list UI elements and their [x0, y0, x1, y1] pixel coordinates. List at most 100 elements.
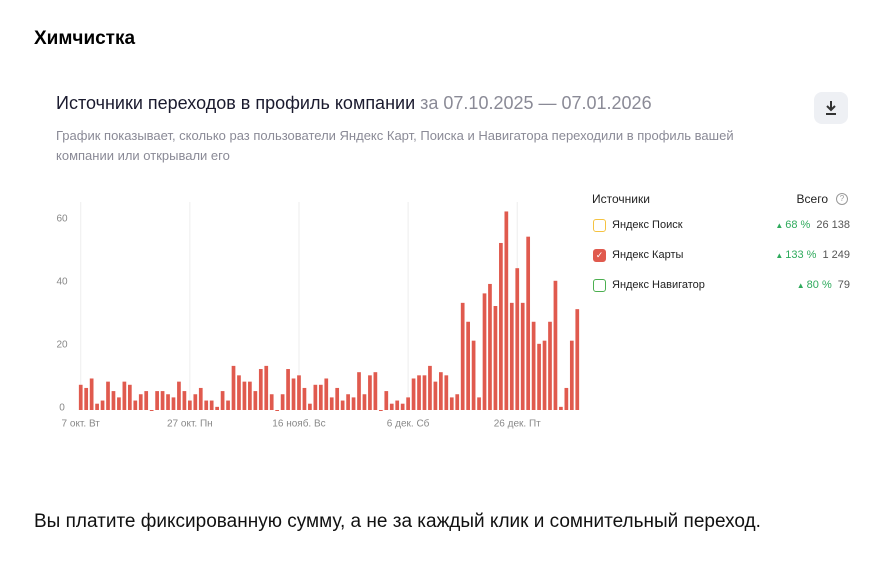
bar	[499, 242, 503, 410]
bar	[564, 387, 569, 410]
legend-row[interactable]: Яндекс Поиск ▲ 68 % 26 138	[592, 210, 852, 240]
bar	[449, 397, 454, 410]
bar	[384, 391, 389, 410]
bar	[264, 365, 269, 410]
y-tick-label: 60	[56, 214, 68, 225]
bar	[329, 397, 334, 410]
x-tick-label: 27 окт. Пн	[167, 419, 213, 430]
legend-total: 79	[837, 279, 850, 291]
bar	[378, 410, 383, 411]
up-arrow: ▲	[775, 251, 784, 260]
bar	[188, 400, 192, 410]
x-tick-label: 7 окт. Вт	[62, 419, 101, 430]
bar	[460, 302, 465, 410]
bar	[537, 343, 541, 410]
legend-name: Яндекс Навигатор	[612, 279, 705, 291]
legend-values: ▲ 133 % 1 249	[775, 240, 850, 271]
bar	[313, 384, 318, 410]
bar	[204, 400, 209, 410]
legend-change: 133 %	[785, 249, 817, 261]
bar	[133, 400, 138, 410]
legend-row[interactable]: Яндекс Навигатор ▲ 80 % 79	[592, 270, 852, 300]
download-icon	[826, 101, 836, 115]
legend-change: 80 %	[806, 279, 832, 291]
heading: Химчистка	[34, 28, 136, 49]
bar	[291, 378, 296, 410]
bar	[351, 397, 356, 410]
bar	[286, 369, 290, 410]
bar	[138, 394, 143, 410]
help-icon[interactable]: ?	[836, 193, 848, 205]
bar	[160, 391, 165, 410]
bar	[193, 394, 198, 410]
bar	[89, 378, 94, 410]
bar	[111, 391, 116, 410]
legend: Источники Всего ? Яндекс Поиск ▲ 68 % 26 13…	[592, 192, 852, 300]
legend-values: ▲ 80 % 79	[797, 270, 850, 301]
bar	[515, 268, 520, 410]
legend-checkbox[interactable]	[593, 219, 606, 232]
bar	[466, 321, 470, 410]
legend-total: 1 249	[822, 249, 850, 261]
bar	[209, 400, 214, 410]
legend-header: Источники Всего ?	[592, 192, 852, 210]
bar	[542, 340, 547, 410]
download-button[interactable]	[814, 92, 848, 124]
bar	[406, 397, 410, 410]
bar	[553, 280, 558, 410]
bar	[526, 236, 531, 410]
bar	[166, 394, 170, 410]
bar	[488, 283, 492, 410]
x-tick-label: 6 дек. Сб	[387, 418, 430, 430]
bar	[493, 306, 498, 410]
bar	[471, 340, 476, 410]
bar	[520, 302, 525, 410]
bar	[531, 321, 536, 410]
bar	[127, 384, 132, 410]
legend-row[interactable]: ✓ Яндекс Карты ▲ 133 % 1 249	[592, 240, 852, 270]
bar	[509, 302, 514, 410]
bar	[242, 381, 247, 410]
up-arrow: ▲	[775, 221, 784, 230]
legend-change: 68 %	[785, 219, 811, 231]
bar	[269, 394, 274, 410]
bar	[444, 375, 449, 410]
paragraph: Вы платите фиксированную сумму, а не за …	[34, 511, 761, 532]
legend-values: ▲ 68 % 26 138	[775, 210, 850, 241]
bar	[171, 397, 176, 410]
bar	[308, 403, 312, 410]
legend-name: Яндекс Поиск	[612, 219, 683, 231]
bar	[559, 406, 563, 410]
legend-checkbox[interactable]: ✓	[593, 249, 606, 262]
bar	[95, 403, 99, 410]
y-tick-label: 20	[56, 340, 68, 351]
y-tick-label: 0	[59, 403, 65, 414]
bar	[417, 375, 421, 410]
legend-header-total: Всего	[796, 192, 828, 206]
bar	[335, 387, 340, 410]
x-tick-label: 16 нояб. Вс	[272, 418, 325, 430]
bar	[198, 387, 203, 410]
legend-rows: Яндекс Поиск ▲ 68 % 26 138 ✓ Яндекс Карты ▲ 133…	[592, 210, 852, 300]
bar	[297, 375, 301, 410]
bar	[324, 378, 329, 410]
chart-period: за 07.10.2025 — 07.01.2026	[420, 93, 652, 113]
bar	[340, 400, 345, 410]
chart-title-row: Источники переходов в профиль компании з…	[56, 93, 652, 114]
chart-title: Источники переходов в профиль компании	[56, 93, 416, 113]
bar	[237, 375, 241, 410]
bar	[177, 381, 181, 410]
legend-checkbox[interactable]	[593, 279, 606, 292]
bar	[248, 381, 252, 410]
bar	[215, 406, 219, 410]
legend-total: 26 138	[816, 219, 850, 231]
bar	[100, 400, 105, 410]
bar	[439, 372, 443, 410]
bar	[346, 394, 350, 410]
bar	[258, 369, 263, 410]
bar	[226, 400, 230, 410]
bar	[433, 381, 438, 410]
x-tick-label: 26 дек. Пт	[494, 419, 541, 430]
bar	[400, 403, 405, 410]
